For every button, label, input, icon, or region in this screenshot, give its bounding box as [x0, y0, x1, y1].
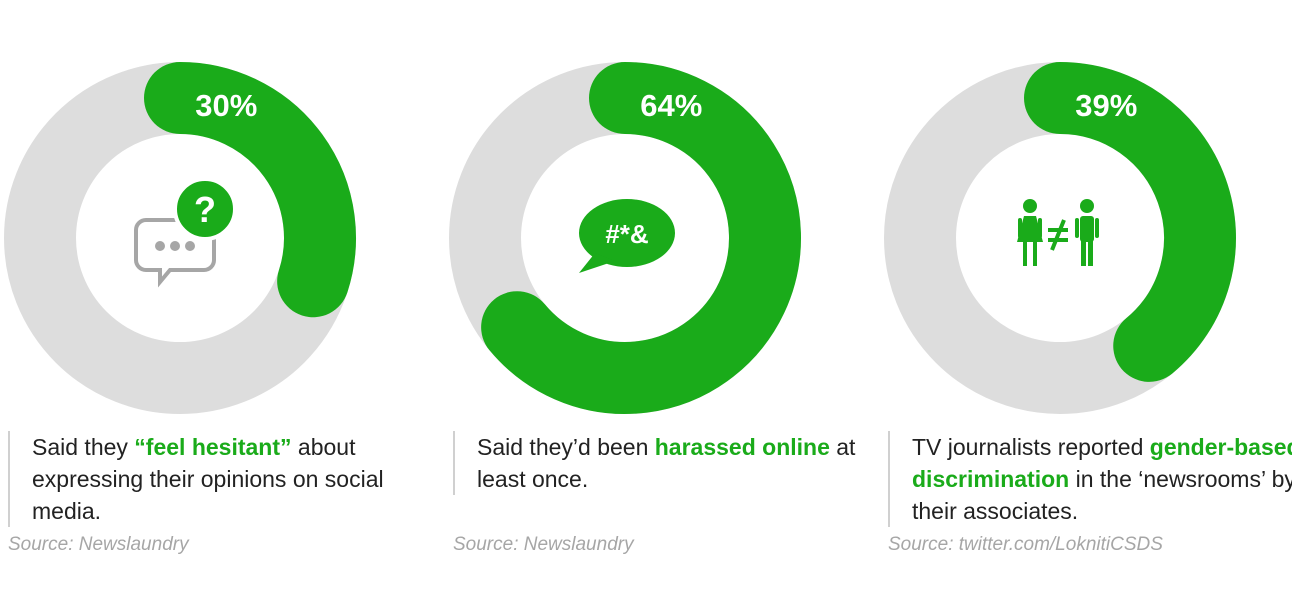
donut-arc-30: [144, 62, 356, 318]
highlight-text: gender-based discrimination: [912, 434, 1292, 492]
source-2: Source: Newslaundry: [453, 534, 634, 555]
donut-chart-3: 39%: [884, 62, 1236, 414]
highlight-text: harassed online: [654, 434, 830, 460]
donut-arc-39: [1024, 62, 1236, 382]
donut-chart-1: 30% ?: [4, 62, 356, 414]
question-mark: ?: [194, 189, 216, 230]
highlight-text: “feel hesitant”: [134, 434, 292, 460]
percent-label: 30%: [195, 88, 257, 123]
stat-panel-3: 39% TV journalists reported gender-based…: [880, 0, 1292, 598]
description-2: Said they’d been harassed online at leas…: [453, 431, 877, 495]
description-1: Said they “feel hesitant” about expressi…: [8, 431, 432, 527]
description-3: TV journalists reported gender-based dis…: [888, 431, 1292, 527]
source-1: Source: Newslaundry: [8, 534, 189, 555]
source-3: Source: twitter.com/LoknitiCSDS: [888, 534, 1163, 555]
donut-chart-2: 64% #*&: [449, 62, 801, 414]
percent-label: 39%: [1075, 88, 1137, 123]
donut-arc-64: [481, 62, 801, 414]
stat-panel-1: 30% ? Said they “feel hesitant” about ex…: [0, 0, 420, 598]
gender-inequality-icon: [1017, 199, 1099, 266]
chat-question-icon: ?: [134, 177, 237, 288]
stat-panel-2: 64% #*& Said they’d been harassed online…: [445, 0, 865, 598]
question-badge: [173, 177, 237, 241]
percent-label: 64%: [640, 88, 702, 123]
bubble-text: #*&: [605, 219, 648, 249]
speech-bubble-icon: #*&: [579, 199, 675, 273]
